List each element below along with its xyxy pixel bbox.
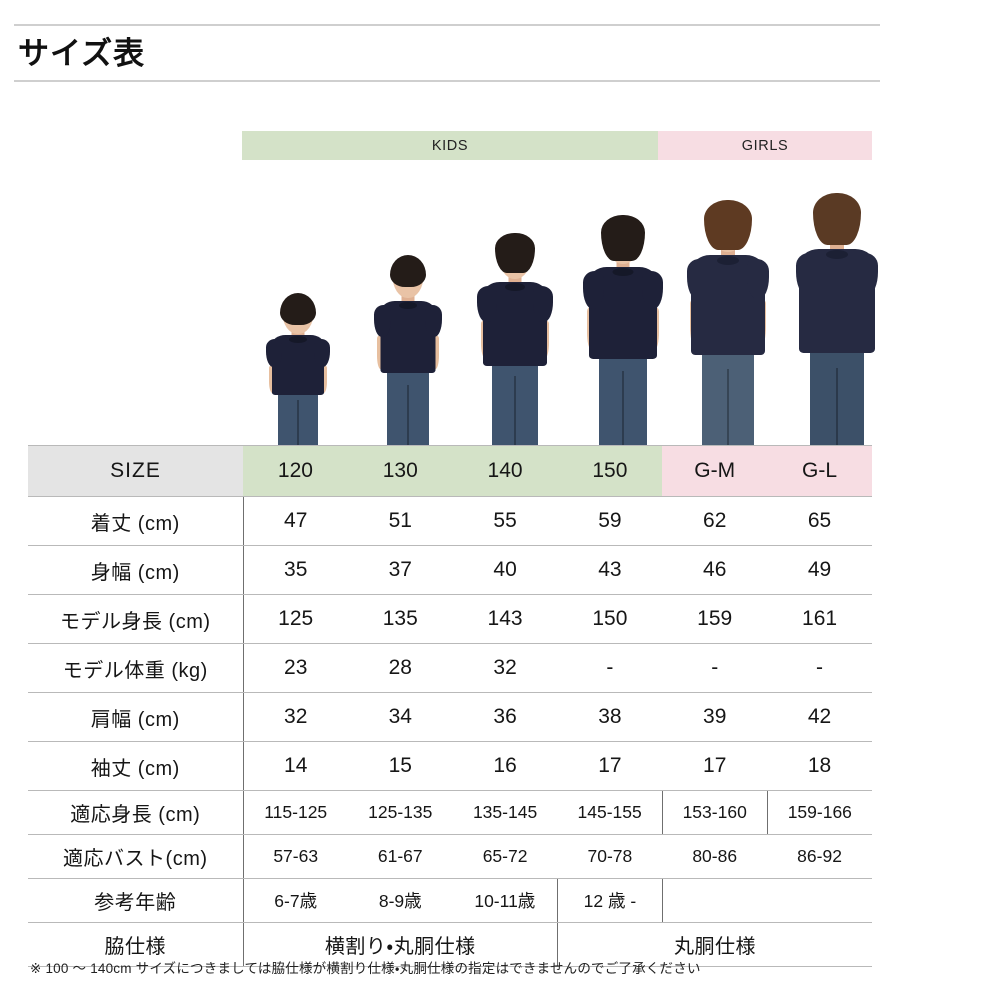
- cell: 40: [452, 545, 558, 595]
- cell: 57-63: [243, 834, 348, 879]
- row-label: 身幅 (cm): [28, 545, 244, 595]
- table-row-spec: 脇仕様 横割り・丸胴仕様 丸胴仕様: [28, 922, 872, 967]
- cell: 47: [243, 496, 348, 546]
- cell: 80-86: [662, 834, 768, 879]
- table-row: モデル身長 (cm) 125 135 143 150 159 161: [28, 594, 872, 644]
- cell: 38: [557, 692, 663, 742]
- cell: 135: [347, 594, 453, 644]
- cell: 55: [452, 496, 558, 546]
- cell: 150: [557, 594, 663, 644]
- model-140: [470, 233, 560, 445]
- row-label: モデル身長 (cm): [28, 594, 244, 644]
- header-col-120: 120: [243, 445, 348, 497]
- cell: 17: [662, 741, 768, 791]
- cell: 32: [452, 643, 558, 693]
- cell: 12 歳 -: [556, 878, 663, 923]
- cell: 36: [452, 692, 558, 742]
- row-label: 袖丈 (cm): [28, 741, 244, 791]
- cell: 17: [557, 741, 663, 791]
- model-photo-strip: [242, 168, 878, 445]
- header-col-140: 140: [452, 445, 558, 497]
- cell: 6-7歳: [243, 878, 348, 923]
- cell: 42: [767, 692, 872, 742]
- model-120: [260, 293, 336, 445]
- cell: 37: [347, 545, 453, 595]
- cell: 62: [662, 496, 768, 546]
- cell: 49: [767, 545, 872, 595]
- page-title: サイズ表: [18, 35, 146, 71]
- cell: 70-78: [557, 834, 663, 879]
- header-col-130: 130: [347, 445, 453, 497]
- header-col-gm: G-M: [662, 445, 768, 497]
- spec-left-cell: 横割り・丸胴仕様: [243, 922, 558, 967]
- category-bands: KIDS GIRLS: [242, 131, 872, 160]
- cell: 16: [452, 741, 558, 791]
- row-label: 参考年齢: [28, 878, 244, 923]
- footnote: ※ 100 ～ 140cm サイズにつきましては脇仕様が横割り仕様・丸胴仕様の指…: [30, 961, 701, 976]
- band-kids: KIDS: [242, 131, 658, 160]
- row-label: 適応バスト(cm): [28, 834, 244, 879]
- table-row: 袖丈 (cm) 14 15 16 17 17 18: [28, 741, 872, 791]
- row-label: モデル体重 (kg): [28, 643, 244, 693]
- cell: 159: [662, 594, 768, 644]
- table-row: 適応バスト(cm) 57-63 61-67 65-72 70-78 80-86 …: [28, 834, 872, 879]
- cell: 8-9歳: [347, 878, 453, 923]
- table-row: 適応身長 (cm) 115-125 125-135 135-145 145-15…: [28, 790, 872, 835]
- table-row: 肩幅 (cm) 32 34 36 38 39 42: [28, 692, 872, 742]
- table-header-row: SIZE 120 130 140 150 G-M G-L: [28, 445, 872, 497]
- row-label: 肩幅 (cm): [28, 692, 244, 742]
- cell: 14: [243, 741, 348, 791]
- table-row: 着丈 (cm) 47 51 55 59 62 65: [28, 496, 872, 546]
- cell: 28: [347, 643, 453, 693]
- cell: 153-160: [661, 790, 768, 835]
- cell: 35: [243, 545, 348, 595]
- header-size-label: SIZE: [28, 445, 244, 497]
- cell: 46: [662, 545, 768, 595]
- table-row: 身幅 (cm) 35 37 40 43 46 49: [28, 545, 872, 595]
- band-girls: GIRLS: [658, 131, 872, 160]
- table-row: 参考年齢 6-7歳 8-9歳 10-11歳 12 歳 -: [28, 878, 872, 923]
- cell: [661, 878, 768, 923]
- cell: 135-145: [452, 790, 558, 835]
- row-label: 脇仕様: [28, 922, 244, 967]
- cell: 10-11歳: [452, 878, 558, 923]
- cell: 43: [557, 545, 663, 595]
- header-col-gl: G-L: [767, 445, 872, 497]
- model-gm: [678, 200, 778, 445]
- cell: 51: [347, 496, 453, 546]
- model-130: [367, 255, 449, 445]
- spec-right-cell: 丸胴仕様: [556, 922, 872, 967]
- cell: 34: [347, 692, 453, 742]
- cell: 39: [662, 692, 768, 742]
- cell: 145-155: [557, 790, 663, 835]
- cell: 125-135: [347, 790, 453, 835]
- cell: 65-72: [452, 834, 558, 879]
- cell: 32: [243, 692, 348, 742]
- cell: 143: [452, 594, 558, 644]
- cell: 61-67: [347, 834, 453, 879]
- cell: 161: [767, 594, 872, 644]
- cell: 115-125: [243, 790, 348, 835]
- cell: -: [767, 643, 872, 693]
- cell: 159-166: [766, 790, 872, 835]
- cell: 86-92: [767, 834, 872, 879]
- cell: 65: [767, 496, 872, 546]
- row-label: 着丈 (cm): [28, 496, 244, 546]
- cell: 59: [557, 496, 663, 546]
- row-label: 適応身長 (cm): [28, 790, 244, 835]
- model-150: [575, 215, 671, 445]
- page-header: サイズ表: [14, 24, 880, 82]
- cell: 15: [347, 741, 453, 791]
- size-table: SIZE 120 130 140 150 G-M G-L 着丈 (cm) 47 …: [28, 445, 872, 967]
- cell: -: [557, 643, 663, 693]
- cell: 125: [243, 594, 348, 644]
- cell: [767, 878, 872, 923]
- model-gl: [787, 193, 887, 445]
- cell: 18: [767, 741, 872, 791]
- header-col-150: 150: [557, 445, 663, 497]
- cell: 23: [243, 643, 348, 693]
- cell: -: [662, 643, 768, 693]
- table-row: モデル体重 (kg) 23 28 32 - - -: [28, 643, 872, 693]
